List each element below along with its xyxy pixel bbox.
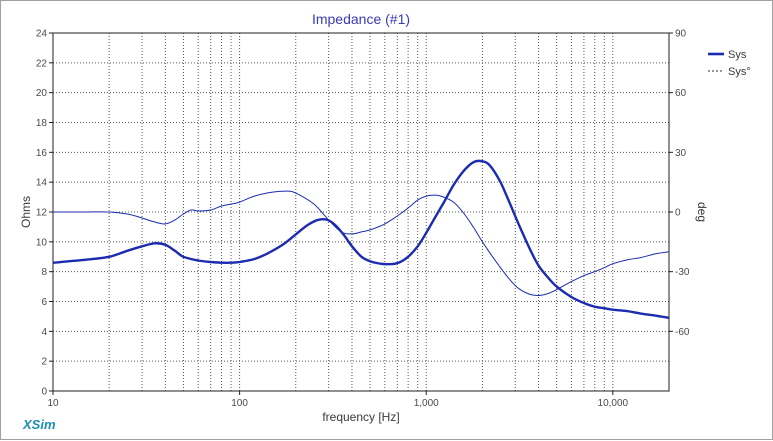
x-tick-label: 100 — [231, 398, 248, 409]
y-tick-label: 20 — [36, 88, 48, 99]
y-tick-label: 6 — [41, 297, 47, 308]
legend-label: Sys — [728, 49, 747, 61]
y2-axis-label: deg — [695, 202, 709, 222]
y2-tick-label: 90 — [675, 29, 687, 40]
series-line-magnitude — [53, 159, 669, 320]
xsim-brand-logo: XSim — [22, 417, 56, 432]
y-tick-label: 12 — [36, 208, 48, 219]
legend: Sys Sys° — [708, 49, 751, 78]
legend-label: Sys° — [728, 66, 751, 78]
y2-tick-label: 30 — [675, 148, 687, 159]
y2-tick-label: 0 — [675, 208, 681, 219]
plot-frame — [52, 32, 670, 392]
y2-tick-label: -30 — [675, 267, 690, 278]
y-tick-label: 4 — [41, 327, 47, 338]
series-line-phase — [53, 190, 669, 296]
grid-lines — [53, 33, 669, 391]
y-tick-label: 16 — [36, 148, 48, 159]
x-tick-label: 10,000 — [598, 398, 629, 409]
x-tick-label: 10 — [47, 398, 59, 409]
y-tick-label: 8 — [41, 267, 47, 278]
y-tick-label: 2 — [41, 357, 47, 368]
y-tick-label: 22 — [36, 58, 48, 69]
y-tick-label: 18 — [36, 118, 48, 129]
x-tick-label: 1,000 — [414, 398, 439, 409]
chart-title: Impedance (#1) — [312, 11, 410, 27]
y-tick-label: 14 — [36, 178, 48, 189]
y2-tick-label: 60 — [675, 88, 687, 99]
y-axis-label: Ohms — [19, 196, 33, 228]
y-tick-label: 24 — [36, 29, 48, 40]
y-tick-label: 10 — [36, 237, 48, 248]
y-tick-label: 0 — [41, 387, 47, 398]
y2-tick-label: -60 — [675, 327, 690, 338]
x-axis-label: frequency [Hz] — [322, 410, 399, 424]
